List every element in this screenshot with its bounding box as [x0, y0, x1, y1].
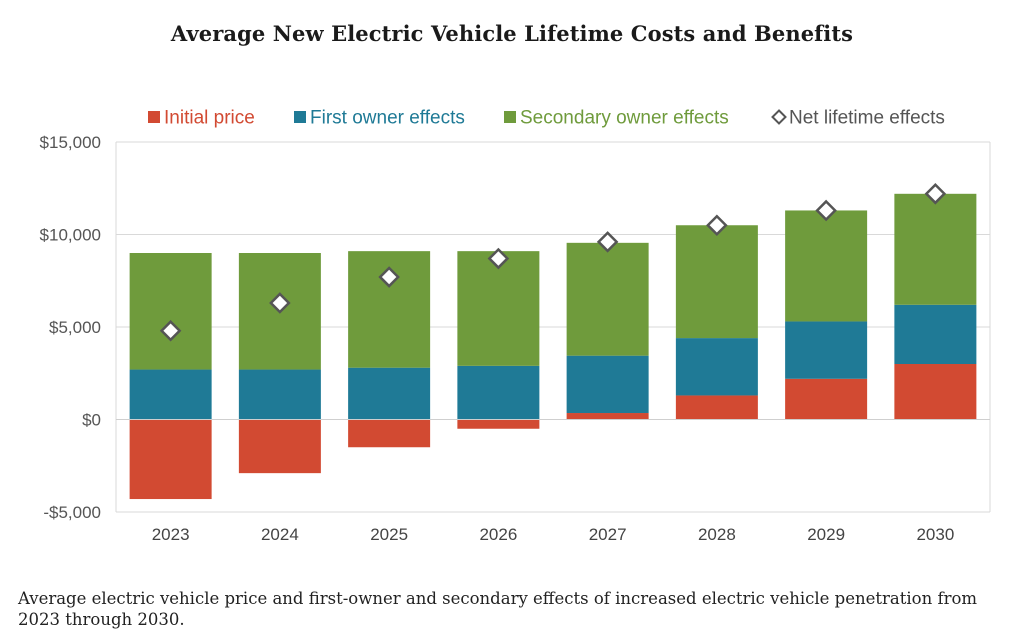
x-tick-label: 2028	[698, 525, 736, 544]
bar-initial-price	[238, 419, 321, 474]
bar-first-owner-effects	[348, 367, 431, 420]
bar-initial-price	[566, 413, 649, 420]
y-tick-label: $15,000	[40, 133, 101, 152]
net-lifetime-marker	[815, 199, 837, 222]
bar-initial-price	[675, 395, 758, 420]
bar-initial-price	[457, 419, 540, 429]
net-lifetime-marker	[159, 319, 182, 342]
bar-initial-price	[785, 378, 868, 420]
bar-first-owner-effects	[457, 365, 540, 420]
y-tick-label: -$5,000	[43, 503, 101, 522]
bar-first-owner-effects	[894, 304, 977, 364]
x-tick-label: 2025	[370, 525, 408, 544]
bar-initial-price	[129, 419, 212, 500]
net-lifetime-marker	[924, 183, 947, 205]
y-tick-label: $0	[82, 411, 101, 430]
y-tick-label: $5,000	[49, 318, 101, 337]
legend-net-lifetime-effects-swatch	[771, 109, 787, 125]
net-lifetime-marker	[378, 266, 400, 288]
bar-initial-price	[894, 364, 977, 420]
x-tick-label: 2030	[916, 525, 954, 544]
bar-secondary-owner-effects	[457, 251, 540, 366]
chart-title: Average New Electric Vehicle Lifetime Co…	[170, 21, 854, 46]
legend-secondary-owner-effects-swatch	[504, 111, 516, 123]
bar-initial-price	[348, 419, 431, 448]
bar-first-owner-effects	[675, 338, 758, 396]
x-tick-label: 2026	[479, 525, 517, 544]
legend-net-lifetime-effects-label: Net lifetime effects	[789, 108, 945, 129]
x-tick-label: 2023	[152, 525, 190, 544]
bar-first-owner-effects	[129, 369, 212, 420]
net-lifetime-marker	[269, 292, 291, 314]
y-tick-label: $10,000	[40, 226, 101, 245]
legend-secondary-owner-effects-label: Secondary owner effects	[520, 108, 729, 129]
x-tick-label: 2027	[589, 525, 627, 544]
x-tick-label: 2029	[807, 525, 845, 544]
bar-first-owner-effects	[238, 369, 321, 420]
legend-initial-price-label: Initial price	[164, 108, 255, 129]
bar-secondary-owner-effects	[894, 193, 977, 305]
chart: -$5,000 $0 $5,000 $10,000 $15,000 2023 2024 202…	[40, 108, 991, 544]
net-lifetime-marker	[596, 231, 619, 253]
bar-secondary-owner-effects	[785, 210, 868, 322]
net-lifetime-marker	[706, 214, 728, 237]
bar-secondary-owner-effects	[675, 225, 758, 339]
bar-first-owner-effects	[785, 321, 868, 379]
net-lifetime-marker	[487, 247, 510, 270]
x-tick-label: 2024	[261, 525, 299, 544]
legend-first-owner-effects-swatch	[294, 111, 306, 123]
bar-secondary-owner-effects	[129, 253, 212, 370]
legend-first-owner-effects-label: First owner effects	[310, 108, 465, 129]
bar-first-owner-effects	[566, 355, 649, 414]
chart-caption: Average electric vehicle price and first…	[18, 589, 978, 629]
bar-secondary-owner-effects	[566, 242, 649, 356]
legend-initial-price-swatch	[148, 111, 160, 123]
